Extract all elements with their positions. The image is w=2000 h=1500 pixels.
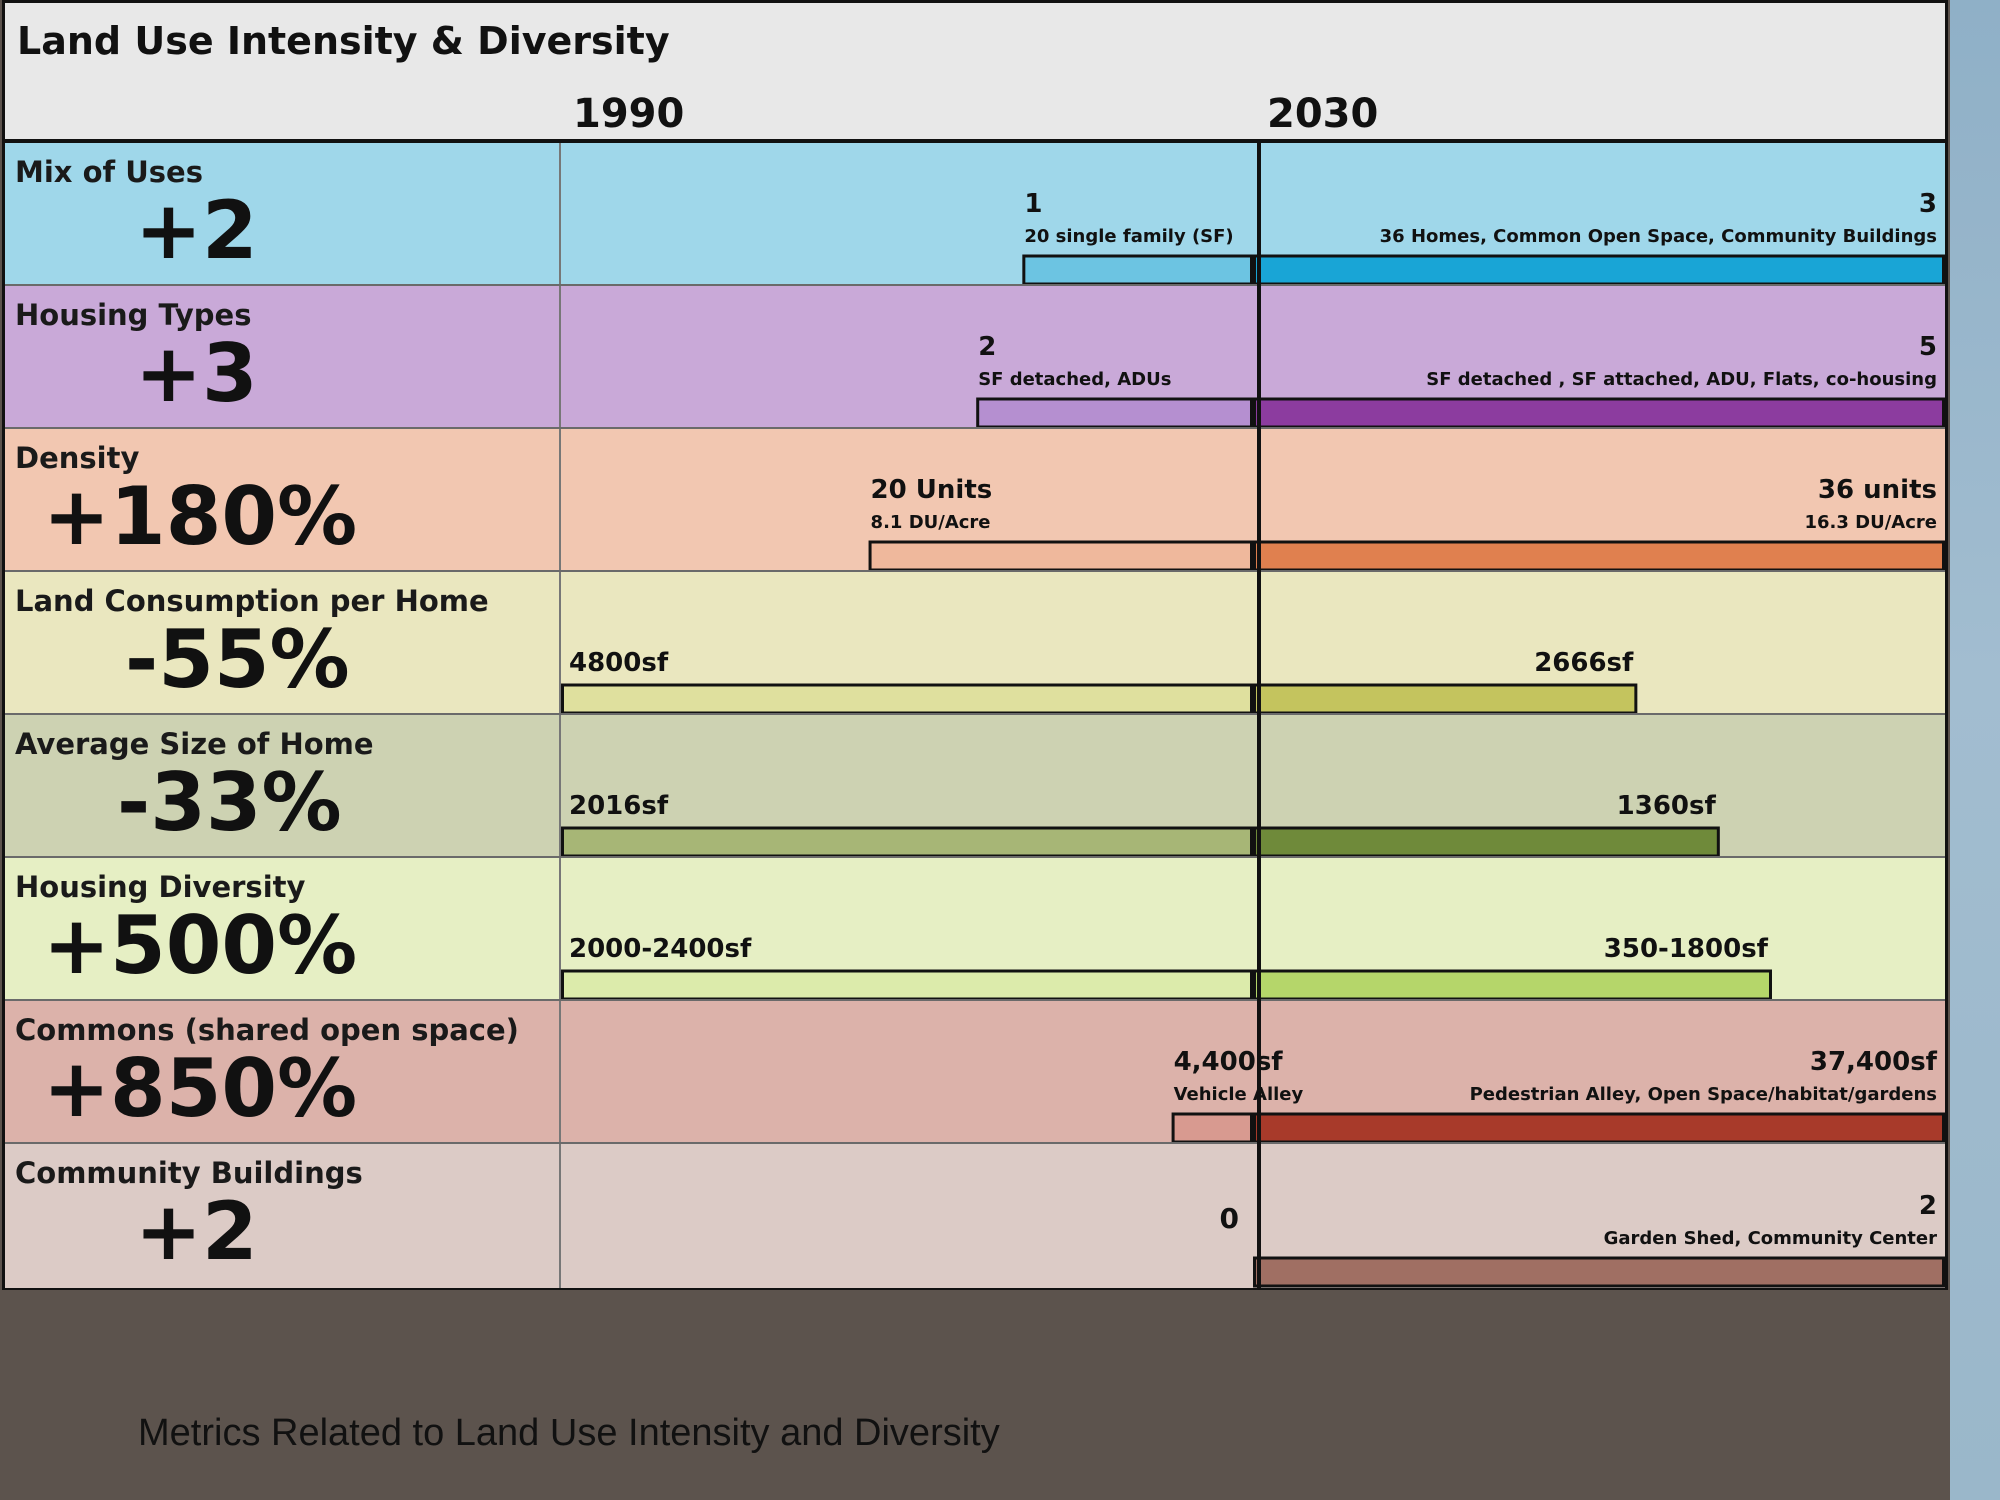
metric-chart-cell: 2016sf 1360sf (561, 715, 1945, 856)
metric-name: Housing Types (15, 298, 252, 332)
metric-chart-cell: 2 SF detached, ADUs 5 SF detached , SF atta… (561, 286, 1945, 427)
value-label-2030: 37,400sf (1810, 1047, 1938, 1077)
metric-label-cell: Commons (shared open space) +850% (5, 1001, 561, 1142)
metric-row: Commons (shared open space) +850% 4,400sf V… (5, 1001, 1945, 1144)
metric-bar-chart: 2000-2400sf 350-1800sf (561, 934, 1772, 999)
value-label-2030: 350-1800sf (1604, 934, 1769, 964)
value-sublabel-1990: Vehicle Alley (1174, 1084, 1304, 1105)
value-label-2030: 5 (1919, 332, 1937, 362)
metric-row: Housing Diversity +500% 2000-2400sf 350-180… (5, 858, 1945, 1001)
metric-change-value: -55% (125, 613, 350, 706)
year-divider-line (1257, 143, 1261, 1290)
metric-bar-chart: 1 20 single family (SF) 3 36 Homes, Common … (1022, 189, 1945, 284)
metric-label-cell: Mix of Uses +2 (5, 143, 561, 284)
bar-1990 (976, 397, 1253, 427)
value-label-1990: 2000-2400sf (569, 934, 752, 964)
metric-bar-chart: 20 Units 8.1 DU/Acre 36 units 16.3 DU/Acre (868, 475, 1945, 570)
bar-1990 (561, 683, 1253, 713)
bar-1990 (1171, 1112, 1254, 1142)
bar-2030 (1253, 1256, 1945, 1288)
metric-rows: Mix of Uses +2 1 20 single family (SF) 3 36 H… (5, 143, 1945, 1288)
panel-header: Land Use Intensity & Diversity 1990 2030 (5, 3, 1945, 143)
metric-chart-cell: 4,400sf Vehicle Alley 37,400sf Pedestrian A… (561, 1001, 1945, 1142)
value-label-1990: 2016sf (569, 791, 669, 821)
metric-change-value: -33% (117, 756, 342, 849)
value-sublabel-1990: 8.1 DU/Acre (871, 512, 991, 533)
bar-1990 (868, 540, 1253, 570)
metric-change-value: +2 (135, 184, 258, 277)
metric-row: Density +180% 20 Units 8.1 DU/Acre 36 units 1… (5, 429, 1945, 572)
figure-caption: Metrics Related to Land Use Intensity an… (138, 1412, 1000, 1454)
metric-name: Mix of Uses (15, 155, 203, 189)
value-label-2030: 36 units (1818, 475, 1937, 505)
value-label-1990: 1 (1024, 189, 1042, 219)
value-sublabel-2030: 36 Homes, Common Open Space, Community B… (1380, 226, 1937, 247)
metric-change-value: +2 (135, 1185, 258, 1278)
value-label-2030: 2 (1919, 1191, 1937, 1221)
right-edge-strip (1950, 0, 2000, 1500)
metric-change-value: +180% (43, 470, 358, 563)
bar-2030 (1253, 826, 1720, 856)
value-sublabel-2030: Pedestrian Alley, Open Space/habitat/gar… (1470, 1084, 1937, 1105)
bar-1990 (561, 826, 1253, 856)
infographic-canvas: Land Use Intensity & Diversity 1990 2030… (2, 0, 1948, 1454)
bar-2030 (1253, 397, 1945, 427)
metric-change-value: +3 (135, 327, 258, 420)
metric-name: Land Consumption per Home (15, 584, 489, 618)
metric-bar-chart: 2016sf 1360sf (561, 791, 1720, 856)
value-label-1990: 2 (978, 332, 996, 362)
metric-chart-cell: 0 2 Garden Shed, Community Center (561, 1144, 1945, 1288)
metric-label-cell: Housing Diversity +500% (5, 858, 561, 999)
metric-chart-cell: 2000-2400sf 350-1800sf (561, 858, 1945, 999)
value-sublabel-2030: SF detached , SF attached, ADU, Flats, c… (1426, 369, 1937, 390)
value-label-2030: 2666sf (1534, 648, 1634, 678)
metric-row: Mix of Uses +2 1 20 single family (SF) 3 36 H… (5, 143, 1945, 286)
metric-row: Average Size of Home -33% 2016sf 1360sf (5, 715, 1945, 858)
metric-label-cell: Housing Types +3 (5, 286, 561, 427)
metric-name: Average Size of Home (15, 727, 374, 761)
metric-change-value: +850% (43, 1042, 358, 1135)
value-label-2030: 3 (1919, 189, 1937, 219)
value-label-1990: 0 (1220, 1202, 1239, 1235)
metric-bar-chart: 0 2 Garden Shed, Community Center (1220, 1191, 1945, 1288)
bar-1990 (1022, 254, 1254, 284)
value-sublabel-1990: SF detached, ADUs (978, 369, 1171, 390)
panel-title: Land Use Intensity & Diversity (17, 19, 670, 63)
metric-chart-cell: 4800sf 2666sf (561, 572, 1945, 713)
metric-name: Density (15, 441, 140, 475)
bar-2030 (1253, 254, 1945, 284)
metric-chart-cell: 1 20 single family (SF) 3 36 Homes, Common … (561, 143, 1945, 284)
bar-2030 (1253, 1112, 1945, 1142)
metric-bar-chart: 4800sf 2666sf (561, 648, 1638, 713)
year-1990-label: 1990 (573, 91, 685, 137)
value-label-2030: 1360sf (1617, 791, 1717, 821)
bar-1990 (561, 969, 1253, 999)
metric-row: Housing Types +3 2 SF detached, ADUs 5 SF det… (5, 286, 1945, 429)
value-sublabel-2030: 16.3 DU/Acre (1805, 512, 1938, 533)
value-sublabel-2030: Garden Shed, Community Center (1604, 1228, 1937, 1249)
land-use-panel: Land Use Intensity & Diversity 1990 2030… (2, 0, 1948, 1290)
value-sublabel-1990: 20 single family (SF) (1024, 226, 1233, 247)
metric-label-cell: Community Buildings +2 (5, 1144, 561, 1288)
metric-bar-chart: 2 SF detached, ADUs 5 SF detached , SF atta… (976, 332, 1945, 427)
metric-label-cell: Density +180% (5, 429, 561, 570)
value-label-1990: 4,400sf (1174, 1047, 1284, 1077)
metric-chart-cell: 20 Units 8.1 DU/Acre 36 units 16.3 DU/Acre (561, 429, 1945, 570)
metric-name: Housing Diversity (15, 870, 306, 904)
metric-bar-chart: 4,400sf Vehicle Alley 37,400sf Pedestrian A… (1171, 1047, 1945, 1142)
metric-name: Community Buildings (15, 1156, 363, 1190)
metric-change-value: +500% (43, 899, 358, 992)
metric-name: Commons (shared open space) (15, 1013, 519, 1047)
metric-label-cell: Average Size of Home -33% (5, 715, 561, 856)
bar-2030 (1253, 969, 1772, 999)
bar-2030 (1253, 683, 1638, 713)
value-label-1990: 20 Units (871, 475, 993, 505)
bar-2030 (1253, 540, 1945, 570)
value-label-1990: 4800sf (569, 648, 669, 678)
metric-row: Land Consumption per Home -55% 4800sf 2666s… (5, 572, 1945, 715)
metric-label-cell: Land Consumption per Home -55% (5, 572, 561, 713)
year-2030-label: 2030 (1267, 91, 1379, 137)
metric-row: Community Buildings +2 0 2 Garden Shed, Comm… (5, 1144, 1945, 1288)
